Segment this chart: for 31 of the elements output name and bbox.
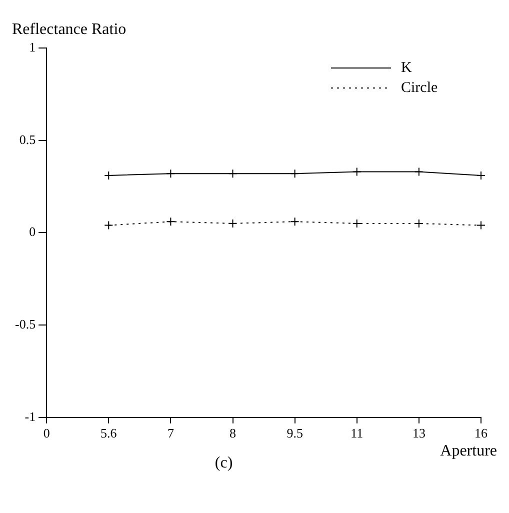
legend-label: K	[401, 60, 412, 76]
x-tick-label: 13	[412, 426, 426, 441]
x-tick-label: 7	[167, 426, 174, 441]
y-tick-label: 0.5	[19, 132, 36, 147]
x-tick-label: 16	[474, 426, 488, 441]
x-tick-label: 5.6	[100, 426, 118, 441]
y-tick-label: -1	[24, 408, 36, 424]
point	[166, 169, 176, 178]
point	[104, 220, 114, 230]
x-axis-title: Aperture	[440, 442, 497, 460]
x-tick-label: 0	[43, 426, 50, 441]
text: (c)	[214, 454, 233, 472]
point	[414, 167, 424, 176]
point	[476, 220, 486, 230]
point	[228, 169, 238, 178]
y-tick-label: -0.5	[14, 316, 36, 332]
point	[228, 218, 238, 228]
y-tick-label: 1	[29, 39, 36, 54]
point	[166, 217, 176, 226]
y-axis-title: Reflectance Ratio	[12, 21, 126, 38]
point	[290, 169, 300, 178]
point	[104, 170, 114, 180]
point	[352, 218, 362, 228]
legend-label: Circle	[401, 80, 438, 96]
point	[352, 167, 362, 176]
point	[476, 170, 486, 180]
y-tick-label: 0	[29, 224, 36, 240]
x-tick-label: 9.5	[286, 426, 303, 441]
x-tick-label: 8	[230, 426, 236, 441]
x-tick-label: 11	[350, 426, 364, 441]
point	[290, 217, 300, 226]
